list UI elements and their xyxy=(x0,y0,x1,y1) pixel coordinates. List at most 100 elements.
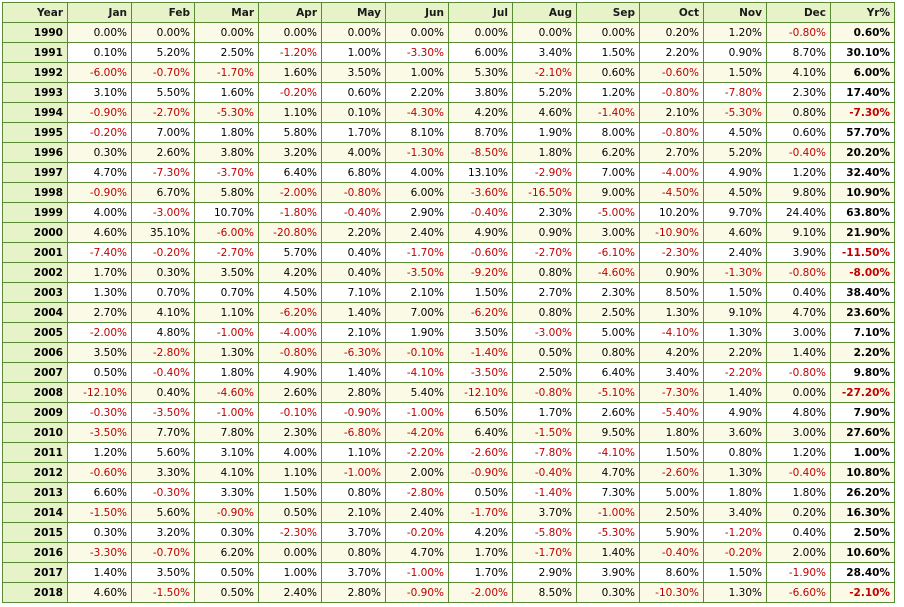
monthly-return-cell: -1.70% xyxy=(194,62,259,83)
monthly-return-cell: -0.40% xyxy=(766,142,831,163)
monthly-return-cell: -16.50% xyxy=(512,182,577,203)
monthly-return-cell: 6.80% xyxy=(321,162,386,183)
table-row: 2001 -7.40% -0.20% -2.70% 5.70% 0.40% -1.70% -0… xyxy=(2,242,895,263)
monthly-returns-table: Year Jan Feb Mar Apr May Jun Jul Aug Sep Oct Nov Dec… xyxy=(2,2,895,603)
monthly-return-cell: 6.20% xyxy=(576,142,640,163)
monthly-return-cell: -10.90% xyxy=(639,222,704,243)
monthly-return-cell: -7.80% xyxy=(512,442,577,463)
monthly-return-cell: 1.40% xyxy=(321,362,386,383)
monthly-return-cell: 0.00% xyxy=(321,22,386,43)
monthly-return-cell: -0.90% xyxy=(321,402,386,423)
monthly-return-cell: 3.10% xyxy=(67,82,132,103)
monthly-return-cell: 2.70% xyxy=(639,142,704,163)
monthly-return-cell: 0.00% xyxy=(512,22,577,43)
year-cell: 1999 xyxy=(2,202,68,223)
monthly-return-cell: 0.00% xyxy=(131,22,195,43)
monthly-return-cell: -1.50% xyxy=(512,422,577,443)
monthly-return-cell: 1.40% xyxy=(576,542,640,563)
monthly-return-cell: 8.00% xyxy=(576,122,640,143)
monthly-return-cell: 4.00% xyxy=(258,442,322,463)
monthly-return-cell: -4.10% xyxy=(639,322,704,343)
monthly-return-cell: 9.50% xyxy=(576,422,640,443)
monthly-return-cell: -3.00% xyxy=(512,322,577,343)
monthly-return-cell: 6.40% xyxy=(448,422,513,443)
monthly-return-cell: 9.10% xyxy=(703,302,767,323)
monthly-return-cell: -1.70% xyxy=(512,542,577,563)
table-row: 1995 -0.20% 7.00% 1.80% 5.80% 1.70% 8.10% 8.70%… xyxy=(2,122,895,143)
monthly-return-cell: 2.40% xyxy=(703,242,767,263)
monthly-return-cell: -0.40% xyxy=(131,362,195,383)
year-cell: 2003 xyxy=(2,282,68,303)
annual-return-cell: -7.30% xyxy=(830,102,895,123)
monthly-return-cell: 1.70% xyxy=(512,402,577,423)
monthly-return-cell: 3.00% xyxy=(766,422,831,443)
monthly-return-cell: 0.50% xyxy=(194,562,259,583)
monthly-return-cell: -1.30% xyxy=(703,262,767,283)
monthly-return-cell: -3.50% xyxy=(67,422,132,443)
monthly-return-cell: 4.20% xyxy=(448,522,513,543)
monthly-return-cell: 1.70% xyxy=(321,122,386,143)
monthly-return-cell: -1.50% xyxy=(67,502,132,523)
table-row: 1999 4.00% -3.00% 10.70% -1.80% -0.40% 2.90% -0… xyxy=(2,202,895,223)
table-row: 1998 -0.90% 6.70% 5.80% -2.00% -0.80% 6.00% -3.… xyxy=(2,182,895,203)
monthly-return-cell: 3.50% xyxy=(131,562,195,583)
monthly-return-cell: 2.40% xyxy=(385,502,449,523)
monthly-return-cell: 2.90% xyxy=(512,562,577,583)
column-header-sep: Sep xyxy=(576,2,640,23)
monthly-return-cell: 5.60% xyxy=(131,502,195,523)
monthly-return-cell: -8.50% xyxy=(448,142,513,163)
monthly-return-cell: 4.50% xyxy=(703,122,767,143)
monthly-return-cell: -5.40% xyxy=(639,402,704,423)
annual-return-cell: -8.00% xyxy=(830,262,895,283)
monthly-return-cell: 1.50% xyxy=(703,62,767,83)
monthly-return-cell: 1.50% xyxy=(639,442,704,463)
annual-return-cell: -2.10% xyxy=(830,582,895,603)
monthly-return-cell: 1.70% xyxy=(448,562,513,583)
monthly-return-cell: -5.80% xyxy=(512,522,577,543)
monthly-return-cell: 1.50% xyxy=(703,562,767,583)
monthly-return-cell: 7.00% xyxy=(385,302,449,323)
monthly-return-cell: 1.80% xyxy=(512,142,577,163)
monthly-return-cell: 0.50% xyxy=(258,502,322,523)
monthly-return-cell: 3.70% xyxy=(321,562,386,583)
monthly-return-cell: 13.10% xyxy=(448,162,513,183)
monthly-return-cell: 0.20% xyxy=(639,22,704,43)
year-cell: 2012 xyxy=(2,462,68,483)
monthly-return-cell: 0.30% xyxy=(131,262,195,283)
monthly-return-cell: -2.00% xyxy=(258,182,322,203)
monthly-return-cell: -12.10% xyxy=(448,382,513,403)
monthly-return-cell: -3.50% xyxy=(131,402,195,423)
monthly-return-cell: 1.50% xyxy=(703,282,767,303)
monthly-return-cell: 3.80% xyxy=(448,82,513,103)
monthly-return-cell: -1.00% xyxy=(576,502,640,523)
monthly-return-cell: -0.20% xyxy=(131,242,195,263)
monthly-return-cell: 4.00% xyxy=(321,142,386,163)
monthly-return-cell: 4.70% xyxy=(766,302,831,323)
monthly-return-cell: 3.50% xyxy=(321,62,386,83)
monthly-return-cell: 2.70% xyxy=(512,282,577,303)
monthly-return-cell: 0.70% xyxy=(131,282,195,303)
monthly-return-cell: -1.20% xyxy=(258,42,322,63)
monthly-return-cell: -0.40% xyxy=(512,462,577,483)
monthly-return-cell: 4.10% xyxy=(766,62,831,83)
year-cell: 1992 xyxy=(2,62,68,83)
monthly-return-cell: -6.00% xyxy=(194,222,259,243)
monthly-return-cell: 5.20% xyxy=(512,82,577,103)
monthly-return-cell: 1.30% xyxy=(703,582,767,603)
monthly-return-cell: 2.10% xyxy=(639,102,704,123)
monthly-return-cell: 7.00% xyxy=(576,162,640,183)
monthly-return-cell: 1.40% xyxy=(321,302,386,323)
monthly-return-cell: 0.80% xyxy=(321,542,386,563)
table-header: Year Jan Feb Mar Apr May Jun Jul Aug Sep Oct Nov Dec… xyxy=(2,2,895,23)
annual-return-cell: 17.40% xyxy=(830,82,895,103)
monthly-return-cell: -0.80% xyxy=(258,342,322,363)
monthly-return-cell: -0.80% xyxy=(512,382,577,403)
year-cell: 2004 xyxy=(2,302,68,323)
monthly-return-cell: 3.40% xyxy=(703,502,767,523)
monthly-return-cell: 2.80% xyxy=(321,582,386,603)
monthly-return-cell: -2.00% xyxy=(67,322,132,343)
monthly-return-cell: 4.80% xyxy=(131,322,195,343)
monthly-return-cell: 4.50% xyxy=(258,282,322,303)
monthly-return-cell: -6.20% xyxy=(258,302,322,323)
annual-return-cell: 0.60% xyxy=(830,22,895,43)
